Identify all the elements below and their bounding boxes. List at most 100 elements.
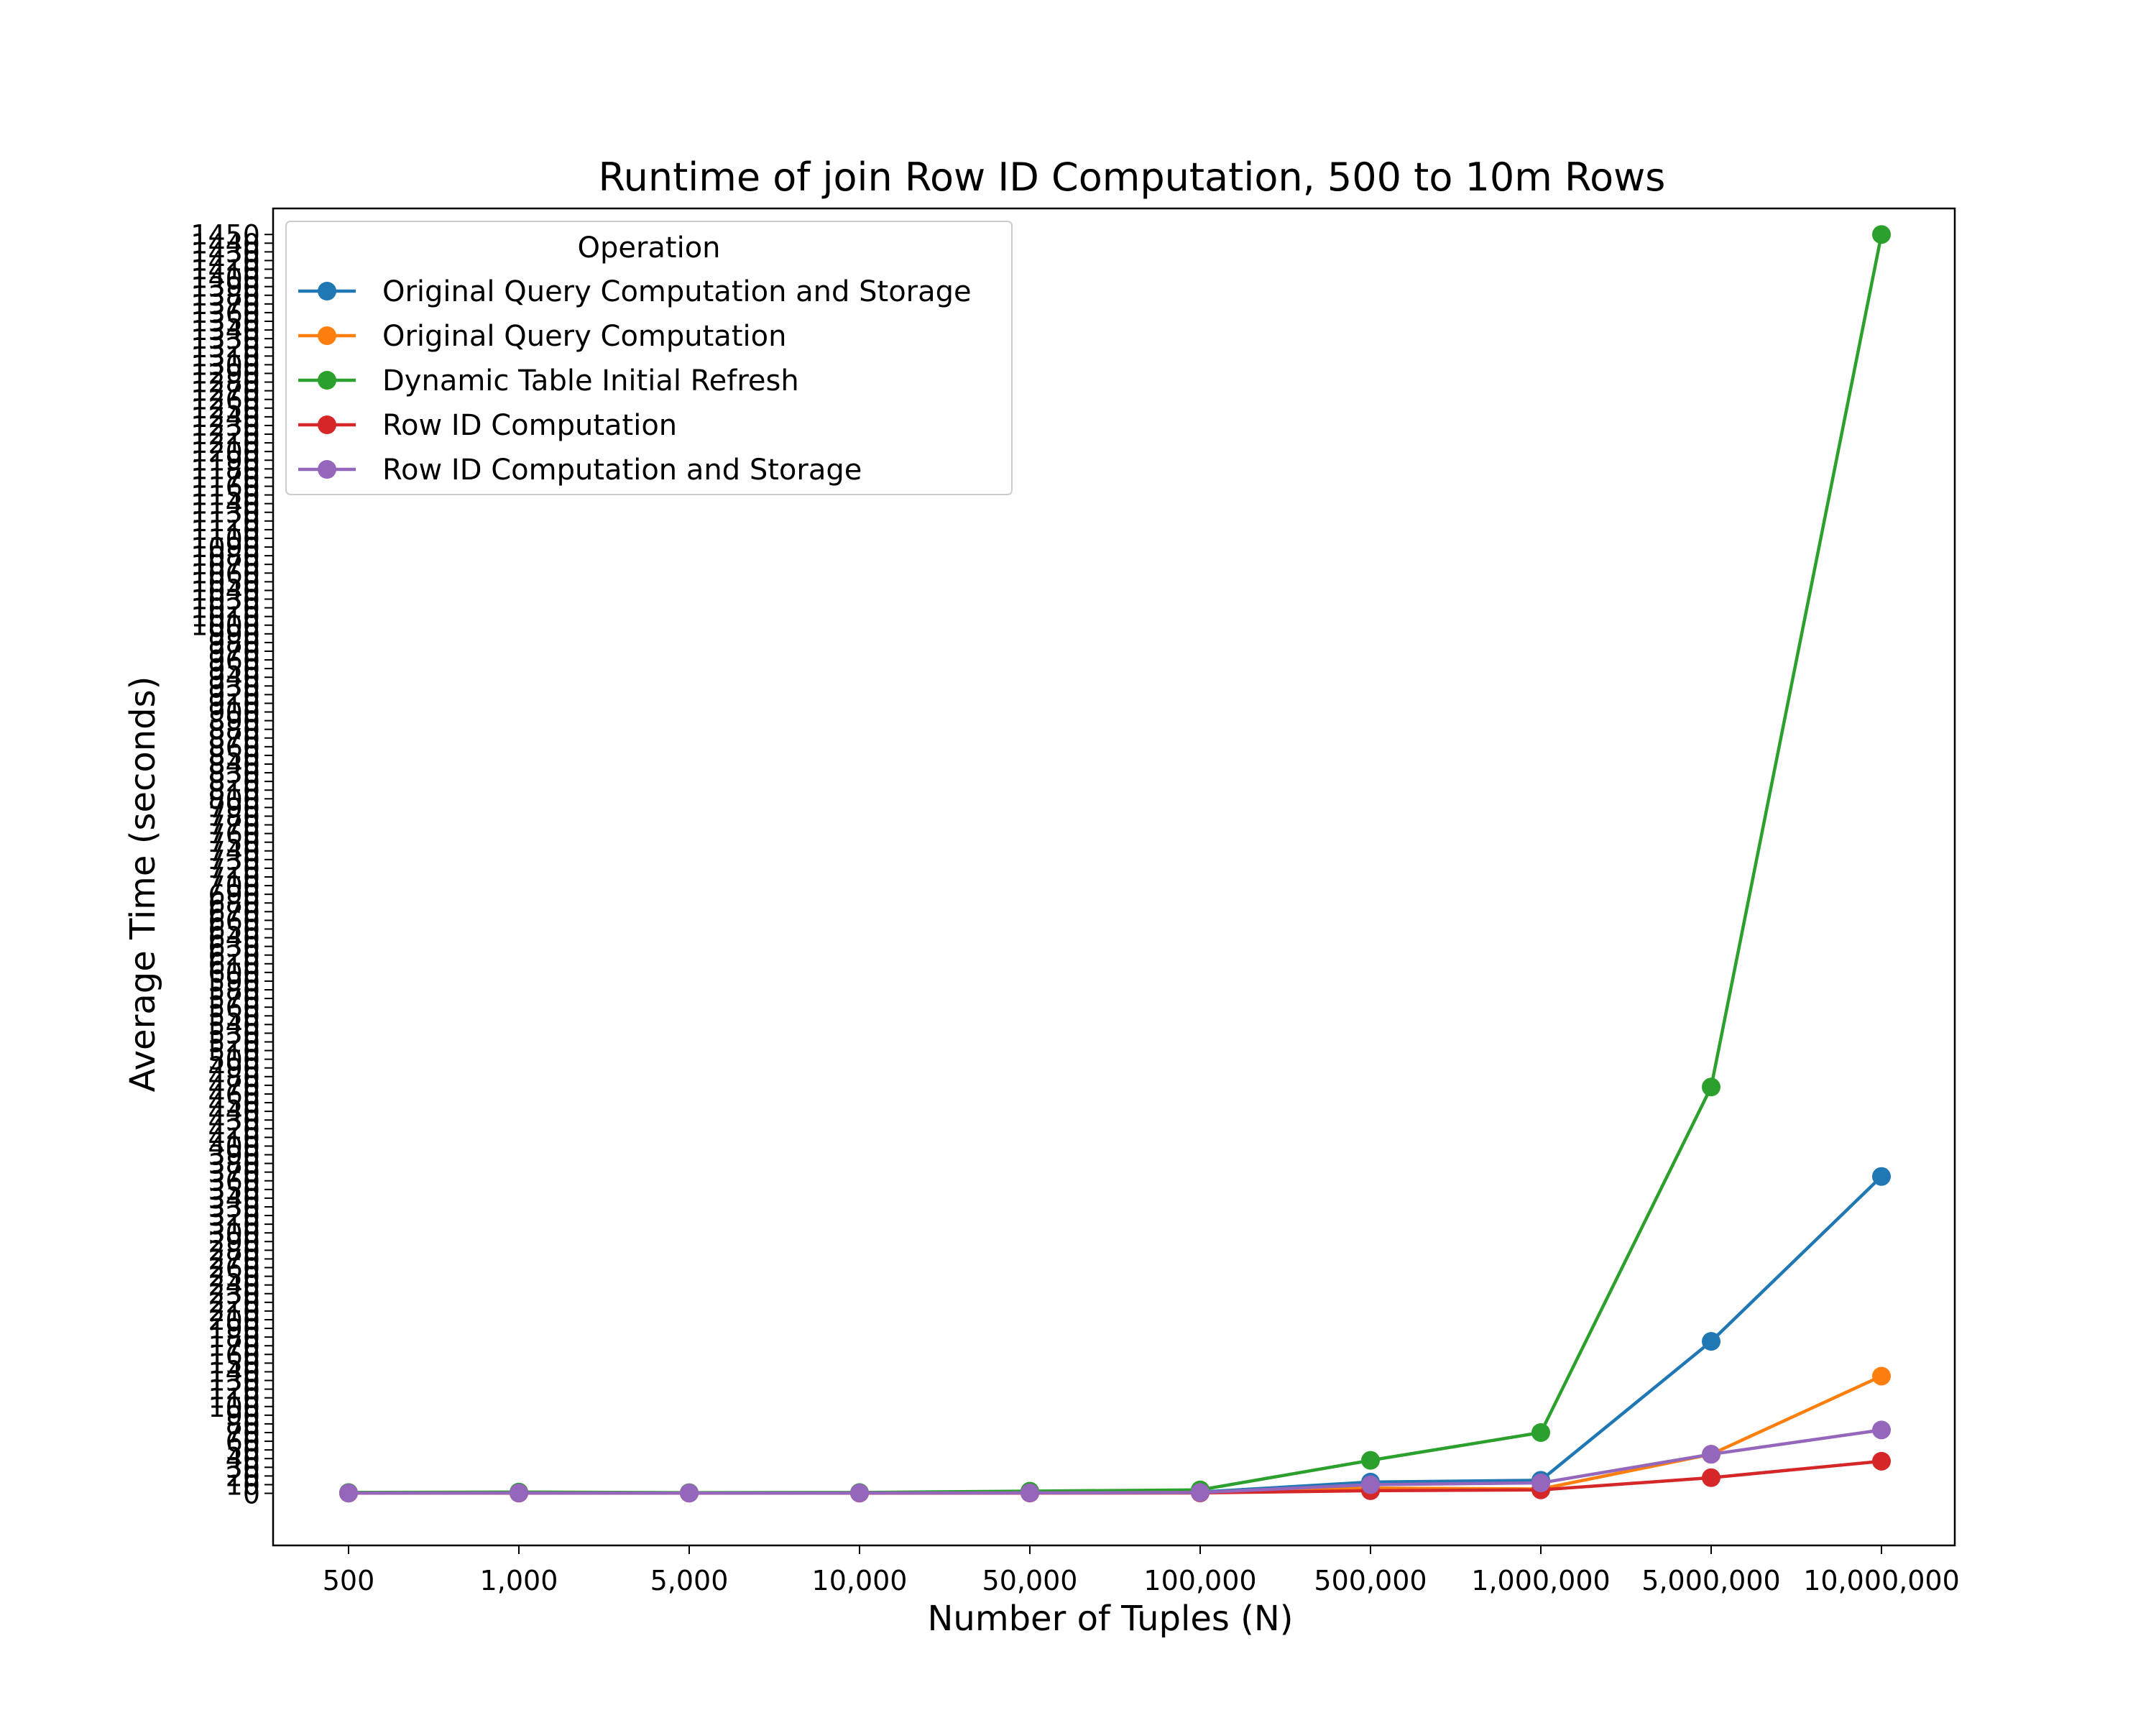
y-tick-label: 170 — [208, 1331, 260, 1362]
data-point — [1531, 1474, 1550, 1493]
x-tick-label: 10,000,000 — [1803, 1565, 1960, 1596]
y-tick-label: 1340 — [190, 315, 260, 346]
legend-title: Operation — [577, 231, 720, 265]
data-point — [1361, 1475, 1380, 1494]
legend-marker-swatch — [318, 282, 336, 300]
y-tick-label: 1080 — [190, 541, 260, 572]
y-tick-label: 1290 — [190, 358, 260, 390]
y-tick-label: 150 — [208, 1348, 260, 1379]
y-tick-label: 190 — [208, 1313, 260, 1345]
y-tick-label: 570 — [208, 983, 260, 1015]
data-point — [1702, 1468, 1720, 1487]
data-point — [1702, 1077, 1720, 1097]
y-tick-label: 1110 — [190, 515, 260, 546]
legend-marker-swatch — [318, 460, 336, 479]
y-tick-label: 830 — [208, 758, 260, 789]
legend-entry: Original Query Computation and Storage — [298, 275, 972, 308]
y-tick-label: 210 — [208, 1296, 260, 1328]
y-tick-label: 1350 — [190, 306, 260, 338]
data-point — [680, 1484, 699, 1503]
y-tick-label: 910 — [208, 688, 260, 720]
y-tick-label: 30 — [226, 1452, 260, 1484]
y-tick-label: 610 — [208, 949, 260, 980]
y-tick-label: 400 — [208, 1131, 260, 1162]
y-tick-label: 710 — [208, 862, 260, 893]
x-tick-label: 5,000,000 — [1641, 1565, 1780, 1596]
y-tick-label: 380 — [208, 1149, 260, 1180]
y-tick-label: 250 — [208, 1261, 260, 1293]
y-tick-label: 330 — [208, 1192, 260, 1223]
legend-label: Row ID Computation and Storage — [382, 454, 862, 487]
legend: Operation Original Query Computation and… — [285, 221, 1013, 495]
x-axis-ticks: 500 1,000 5,000 10,000 50,000 100,000 500,000 1… — [323, 1545, 1960, 1596]
y-tick-label: 370 — [208, 1157, 260, 1189]
y-tick-label: 790 — [208, 792, 260, 824]
y-tick-label: 890 — [208, 706, 260, 737]
y-tick-label: 240 — [208, 1270, 260, 1302]
y-tick-label: 440 — [208, 1096, 260, 1128]
y-tick-label: 1390 — [190, 272, 260, 303]
y-tick-label: 1140 — [190, 489, 260, 520]
y-tick-label: 270 — [208, 1244, 260, 1275]
y-tick-label: 70 — [226, 1417, 260, 1449]
y-tick-label: 1180 — [190, 454, 260, 485]
y-tick-label: 130 — [208, 1366, 260, 1397]
y-tick-label: 730 — [208, 845, 260, 876]
y-tick-label: 930 — [208, 671, 260, 702]
y-tick-label: 750 — [208, 827, 260, 859]
y-tick-label: 480 — [208, 1062, 260, 1093]
y-tick-label: 1450 — [190, 219, 260, 251]
y-tick-label: 0 — [243, 1479, 260, 1510]
y-tick-label: 1090 — [190, 532, 260, 564]
x-tick-label: 10,000 — [812, 1565, 908, 1596]
legend-marker-swatch — [318, 326, 336, 345]
y-tick-label: 410 — [208, 1122, 260, 1154]
y-tick-label: 1210 — [190, 428, 260, 459]
y-tick-label: 80 — [226, 1409, 260, 1440]
y-tick-label: 700 — [208, 870, 260, 902]
legend-entries: Original Query Computation and Storage Or… — [298, 275, 972, 487]
y-tick-label: 1300 — [190, 349, 260, 381]
y-tick-label: 1190 — [190, 445, 260, 477]
y-tick-label: 450 — [208, 1088, 260, 1119]
y-tick-label: 50 — [226, 1435, 260, 1466]
y-tick-label: 1410 — [190, 254, 260, 286]
y-tick-label: 540 — [208, 1009, 260, 1041]
y-tick-label: 110 — [208, 1383, 260, 1415]
data-point — [1872, 225, 1891, 244]
plot-area-frame — [272, 207, 1956, 1547]
legend-label: Row ID Computation — [382, 409, 677, 442]
y-tick-label: 60 — [226, 1426, 260, 1458]
legend-label: Dynamic Table Initial Refresh — [382, 364, 799, 397]
y-tick-label: 760 — [208, 819, 260, 850]
y-tick-label: 850 — [208, 740, 260, 772]
y-tick-label: 220 — [208, 1287, 260, 1319]
legend-label: Original Query Computation — [382, 320, 786, 353]
y-tick-label: 1060 — [190, 558, 260, 589]
y-tick-label: 1250 — [190, 393, 260, 425]
y-tick-label: 580 — [208, 975, 260, 1006]
y-tick-label: 1330 — [190, 323, 260, 355]
y-tick-label: 20 — [226, 1461, 260, 1492]
y-tick-label: 1440 — [190, 228, 260, 259]
data-point — [850, 1484, 869, 1503]
data-point — [1361, 1451, 1380, 1470]
y-tick-label: 310 — [208, 1209, 260, 1241]
legend-marker-swatch — [318, 371, 336, 390]
legend-entry: Dynamic Table Initial Refresh — [298, 364, 799, 397]
y-tick-label: 990 — [208, 619, 260, 651]
data-point — [1531, 1423, 1550, 1442]
y-tick-label: 1310 — [190, 341, 260, 372]
y-tick-label: 510 — [208, 1036, 260, 1067]
series-line — [348, 1428, 1882, 1495]
legend-label: Original Query Computation and Storage — [382, 275, 972, 308]
y-tick-label: 1220 — [190, 419, 260, 451]
y-tick-label: 1270 — [190, 376, 260, 408]
y-tick-label: 180 — [208, 1322, 260, 1354]
y-tick-label: 140 — [208, 1356, 260, 1388]
y-tick-label: 1370 — [190, 289, 260, 321]
legend-marker-swatch — [318, 415, 336, 434]
y-tick-label: 1430 — [190, 236, 260, 268]
data-point — [1702, 1332, 1720, 1351]
y-tick-label: 200 — [208, 1305, 260, 1336]
